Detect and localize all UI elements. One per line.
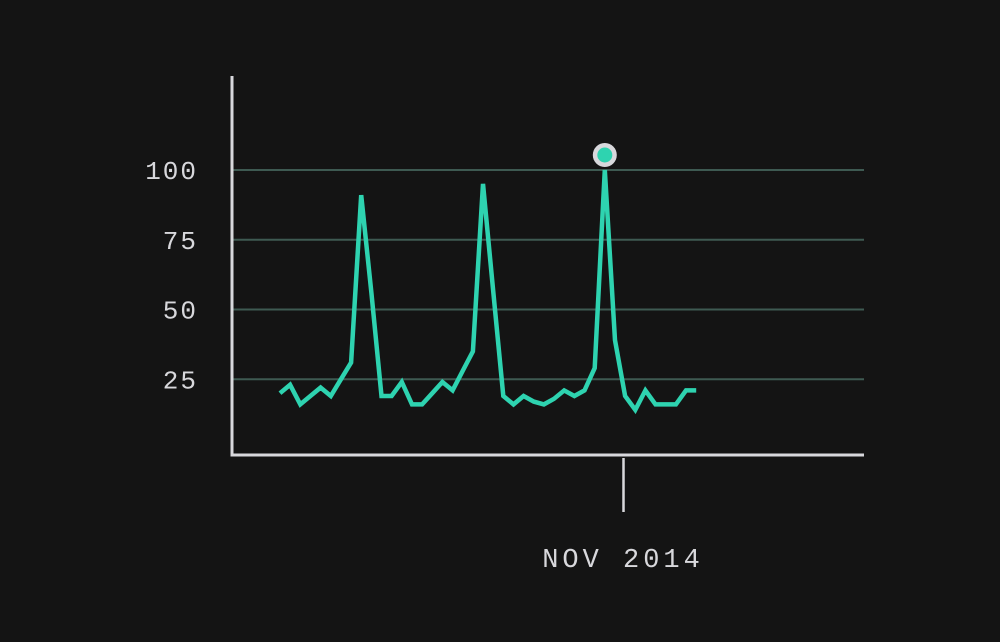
highlight-date-label: NOV 2014 — [542, 546, 704, 576]
y-tick-label-100: 100 — [145, 157, 198, 187]
y-tick-label-25: 25 — [163, 366, 198, 396]
highlight-marker-dot — [597, 147, 613, 163]
y-tick-label-50: 50 — [163, 297, 198, 327]
series-line-0 — [278, 169, 697, 415]
y-tick-label-75: 75 — [163, 227, 198, 257]
